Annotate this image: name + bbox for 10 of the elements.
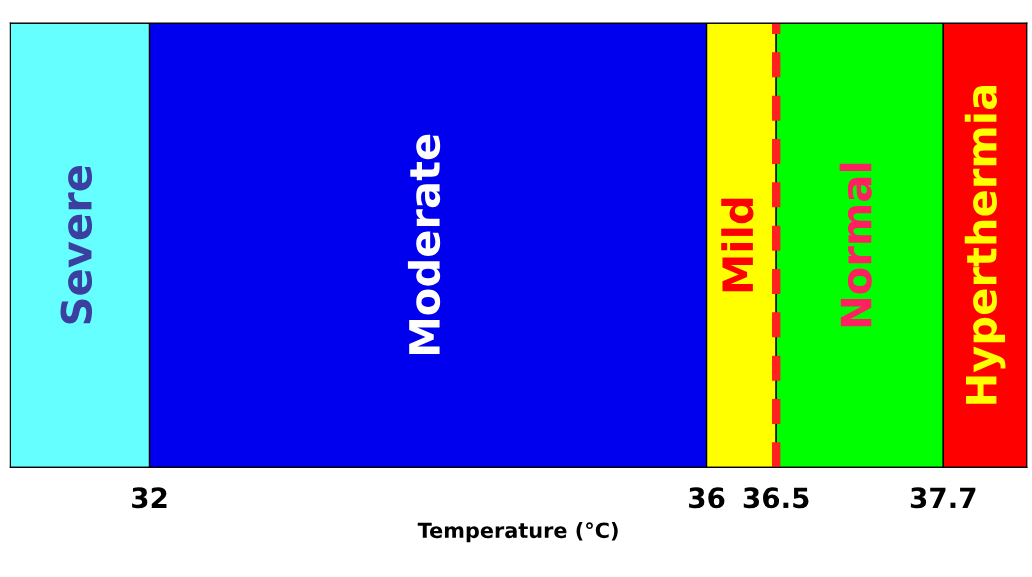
x-axis-title: Temperature (°C): [417, 522, 618, 543]
x-tick-label: 36: [689, 487, 725, 509]
x-tick-label: 37.7: [910, 487, 976, 509]
band-label: Moderate: [407, 134, 441, 354]
band-label: Hyperthermia: [964, 86, 1006, 404]
x-tick-label: 32: [132, 487, 167, 509]
x-tick-label: 36.5: [743, 487, 809, 509]
band-label: Normal: [839, 163, 872, 327]
band-label: Severe: [60, 165, 93, 324]
band-label: Mild: [721, 198, 754, 292]
